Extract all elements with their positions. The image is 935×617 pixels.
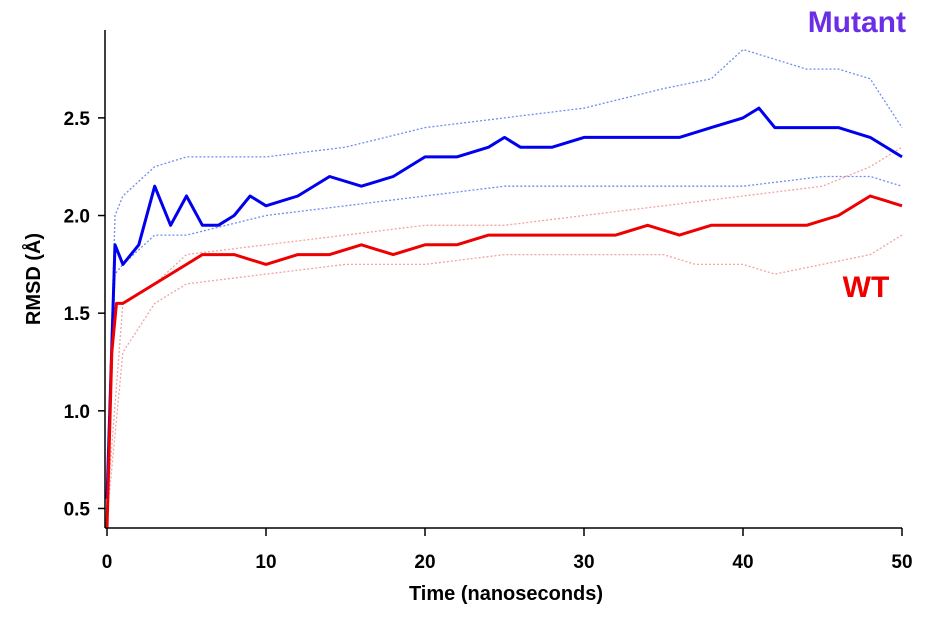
x-axis-title: Time (nanoseconds) (409, 583, 603, 605)
series-label-mutant: Mutant (808, 6, 906, 39)
x-tick-label: 30 (573, 552, 594, 573)
series-line-mutant-replicate-band-lower (106, 175, 903, 509)
series-lines (105, 106, 903, 529)
x-axis-ticks: 0 10 20 30 40 50 (102, 528, 913, 573)
x-tick-label: 0 (102, 552, 113, 573)
replicate-bands (106, 48, 903, 519)
y-tick-label: 1.5 (64, 304, 91, 325)
x-tick-label: 20 (414, 552, 435, 573)
series-line-mutant-replicate-band-upper (106, 48, 903, 489)
x-tick-label: 50 (891, 552, 912, 573)
series-line-mutant (105, 106, 903, 499)
y-tick-label: 2.0 (64, 207, 90, 228)
y-tick-label: 2.5 (64, 109, 91, 130)
y-tick-label: 1.0 (64, 402, 90, 423)
x-tick-label: 10 (255, 552, 276, 573)
y-tick-label: 0.5 (64, 499, 91, 520)
y-axis-title: RMSD (Å) (21, 233, 45, 325)
series-label-wt: WT (843, 271, 890, 304)
series-line-wt-replicate-band-lower (106, 234, 903, 519)
y-axis-ticks: 0.5 1.0 1.5 2.0 2.5 (64, 109, 105, 520)
series-line-wt-replicate-band-upper (106, 146, 903, 509)
series-line-wt (105, 194, 903, 529)
x-tick-label: 40 (732, 552, 753, 573)
